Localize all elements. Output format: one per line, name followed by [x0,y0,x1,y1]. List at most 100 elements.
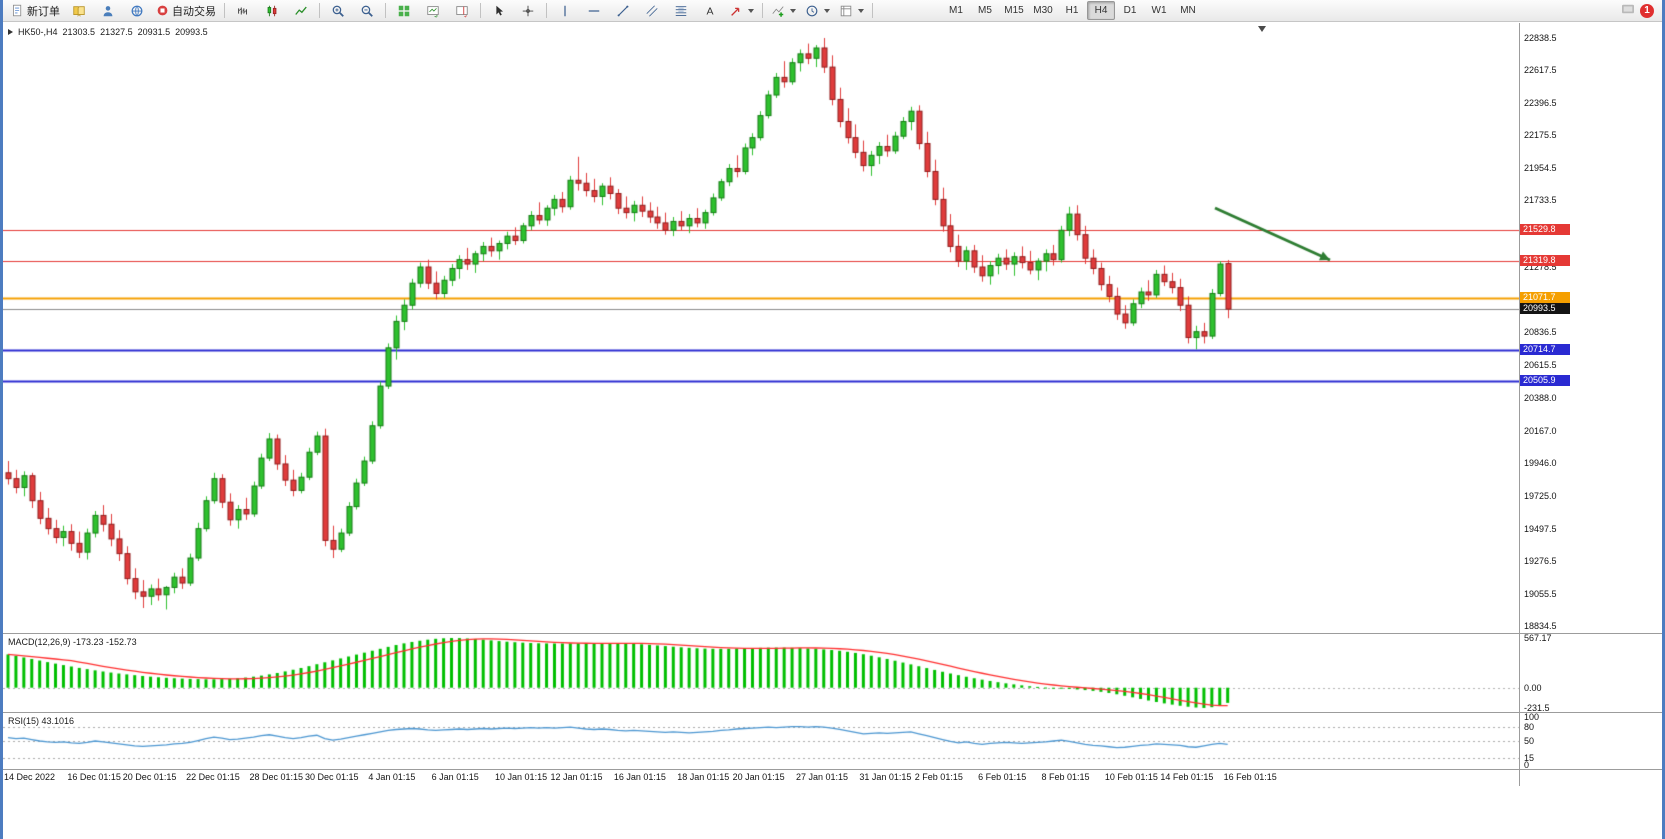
date-label: 10 Jan 01:15 [495,772,548,782]
price-scale-border [1519,23,1520,786]
indicators-button[interactable] [767,0,800,22]
tile-windows-button[interactable] [390,0,418,22]
ohlc-collapse-icon [8,29,13,35]
line-chart-icon [294,4,308,18]
rsi-pane-canvas[interactable] [3,713,1519,769]
candlestick-icon [265,4,279,18]
date-label: 14 Dec 2022 [4,772,56,782]
toolbar-spacer [877,10,935,11]
date-label: 28 Dec 01:15 [249,772,304,782]
notification-badge[interactable]: 1 [1640,3,1654,18]
price-line-label: 21319.8 [1520,255,1570,267]
crosshair-button[interactable] [514,0,542,22]
horizontal-line-button[interactable] [580,0,608,22]
price-line-label: 21529.8 [1520,224,1570,236]
price-tick-label: 20836.5 [1524,327,1557,338]
rsi-axis-label: 80 [1524,721,1535,732]
timeframe-button-h1[interactable]: H1 [1065,5,1079,16]
arrow-tools-button[interactable] [725,0,758,22]
channel-icon [645,4,659,18]
price-tick-label: 20388.0 [1524,393,1557,404]
templates-button[interactable] [835,0,868,22]
tray-icon[interactable] [1621,2,1635,20]
close-value: 20993.5 [175,27,208,37]
trendline-button[interactable] [609,0,637,22]
toolbar-separator [319,3,320,18]
indicators-icon [771,4,785,18]
zoom-out-button[interactable] [353,0,381,22]
pane-divider[interactable] [3,712,1662,713]
price-tick-label: 21733.5 [1524,195,1557,206]
globe-icon [130,4,144,18]
date-label: 4 Jan 01:15 [368,772,416,782]
bar-chart-button[interactable] [229,0,257,22]
zoom-in-button[interactable] [324,0,352,22]
price-tick-label: 19946.0 [1524,458,1557,469]
profiles-button[interactable] [94,0,122,22]
chevron-down-icon [748,8,754,13]
toolbar-separator [872,3,873,18]
low-value: 20931.5 [137,27,171,37]
pane-divider[interactable] [3,633,1662,634]
timeframe-button-m15[interactable]: M15 [1004,5,1024,16]
date-label: 20 Jan 01:15 [732,772,785,782]
new-order-button[interactable]: 新订单 [7,0,64,22]
rsi-axis-label: 100 [1524,712,1540,722]
chart-shift-marker[interactable] [1258,26,1266,32]
timeframe-button-m1[interactable]: M1 [949,5,963,16]
date-label: 6 Jan 01:15 [431,772,479,782]
chart-shift-button[interactable] [448,0,476,22]
date-label: 18 Jan 01:15 [677,772,730,782]
macd-axis-label: 0.00 [1524,682,1542,693]
toolbar-separator [546,3,547,18]
line-chart-button[interactable] [287,0,315,22]
market-watch-button[interactable] [123,0,151,22]
open-value: 21303.5 [62,27,96,37]
current-price-label: 20993.5 [1520,303,1570,315]
cursor-button[interactable] [485,0,513,22]
timeframe-button-m30[interactable]: M30 [1033,5,1053,16]
price-tick-label: 18834.5 [1524,621,1557,632]
timeframe-toolbar: M1 M5 M15 M30 H1 H4 D1 W1 MN [942,1,1202,20]
fibonacci-button[interactable] [667,0,695,22]
timeframe-button-d1[interactable]: D1 [1123,5,1137,16]
horizontal-line-icon [587,4,601,18]
toolbar-separator [762,3,763,18]
periods-button[interactable] [801,0,834,22]
auto-trading-stop-icon [156,4,169,17]
date-label: 16 Jan 01:15 [613,772,666,782]
timeframe-button-h4[interactable]: H4 [1087,1,1115,20]
book-icon [72,4,86,18]
price-tick-label: 19497.5 [1524,524,1557,534]
candlestick-button[interactable] [258,0,286,22]
main-chart-canvas[interactable] [3,23,1519,633]
text-button[interactable]: A [696,0,724,22]
date-label: 6 Feb 01:15 [978,772,1027,782]
vertical-line-button[interactable] [551,0,579,22]
new-chart-button[interactable] [65,0,93,22]
rsi-axis-label: 50 [1524,736,1535,746]
auto-scroll-icon [426,4,440,18]
date-label: 31 Jan 01:15 [859,772,912,782]
channel-button[interactable] [638,0,666,22]
price-tick-label: 22175.5 [1524,130,1557,141]
price-tick-label: 22396.5 [1524,97,1557,108]
trendline-icon [616,4,630,18]
window-border-right [1662,0,1665,839]
auto-scroll-button[interactable] [419,0,447,22]
svg-text:A: A [706,5,713,17]
window-border-left [0,0,3,839]
pane-divider[interactable] [3,769,1662,770]
high-value: 21327.5 [100,27,133,37]
timeframe-button-w1[interactable]: W1 [1151,5,1167,16]
timeframe-button-m5[interactable]: M5 [978,5,992,16]
toolbar-right: 1 [1621,2,1654,20]
rsi-axis-label: 0 [1524,760,1530,770]
timeframe-button-mn[interactable]: MN [1180,5,1196,16]
macd-pane-canvas[interactable] [3,634,1519,712]
auto-trading-label: 自动交易 [172,5,216,18]
auto-trading-button[interactable]: 自动交易 [152,0,220,22]
price-tick-label: 19725.0 [1524,490,1557,501]
zoom-in-icon [331,4,345,18]
